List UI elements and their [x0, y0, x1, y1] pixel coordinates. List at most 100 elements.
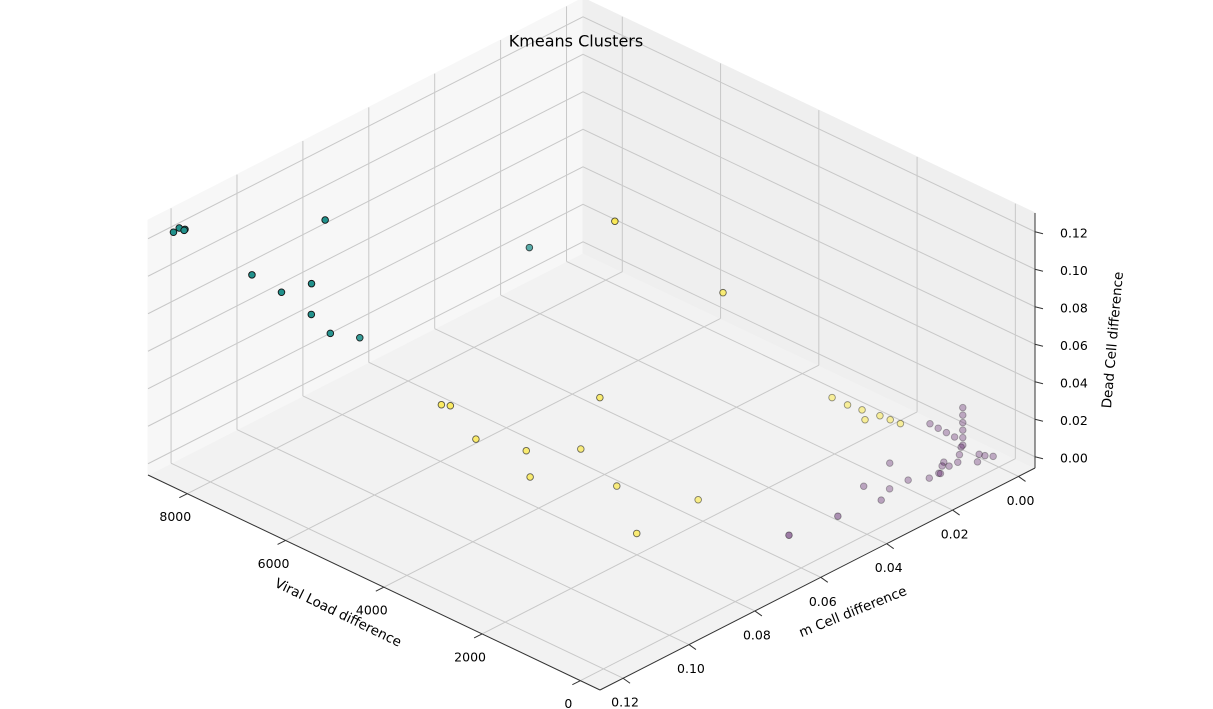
data-point [719, 288, 727, 297]
chart-title: Kmeans Clusters [509, 32, 643, 51]
grid-line [236, 429, 690, 646]
data-point [577, 445, 585, 453]
data-point [859, 482, 868, 491]
y-tick [1018, 476, 1026, 482]
grid-line [500, 294, 953, 511]
grid-line [434, 328, 887, 545]
x-tick-label: 8000 [159, 509, 191, 524]
data-point [940, 458, 948, 466]
grid-line [368, 361, 822, 578]
data-point [876, 412, 884, 420]
data-point [954, 458, 962, 467]
z-axis-label: Dead Cell difference [1099, 271, 1127, 409]
data-point [613, 482, 621, 490]
grid-line [481, 411, 918, 635]
data-point [886, 415, 894, 424]
data-point [926, 420, 934, 428]
x-tick-label: 4000 [356, 603, 388, 618]
y-tick-label: 0.04 [875, 560, 903, 575]
data-point [611, 217, 619, 225]
data-point [596, 393, 604, 402]
data-point [959, 411, 967, 419]
y-tick [886, 543, 894, 550]
data-point [959, 441, 967, 449]
data-point [321, 216, 329, 224]
grid-line [170, 462, 624, 679]
data-point [828, 393, 836, 402]
z-tick [1034, 306, 1044, 310]
grid-line [147, 91, 1036, 315]
data-point [934, 424, 942, 432]
data-point [834, 512, 842, 520]
y-tick [688, 644, 697, 650]
data-point [877, 496, 885, 504]
grid-line [285, 317, 721, 541]
data-point [694, 495, 702, 504]
z-tick [1034, 343, 1044, 347]
data-point [896, 419, 905, 428]
grid-line [580, 458, 1016, 682]
y-tick-label: 0.12 [611, 695, 639, 709]
data-point [307, 279, 316, 288]
z-tick [1034, 231, 1044, 235]
data-point [526, 473, 534, 481]
y-tick-label: 0.08 [743, 627, 771, 642]
x-tick [473, 633, 483, 639]
grid-line [147, 128, 1036, 352]
y-tick [754, 610, 763, 617]
data-point [942, 428, 951, 437]
data-point [975, 450, 983, 459]
data-point [843, 401, 852, 409]
x-tick-label: 0 [564, 696, 572, 709]
grid-line [147, 203, 1036, 427]
z-tick-label: 0.04 [1060, 375, 1088, 390]
z-tick-label: 0.08 [1060, 300, 1088, 315]
data-point [326, 329, 335, 338]
x-tick [375, 586, 385, 592]
y-tick [622, 677, 631, 684]
grid-line [147, 16, 1036, 240]
data-point [248, 271, 256, 279]
z-tick [1034, 268, 1044, 272]
x-tick [179, 493, 188, 499]
data-point [904, 476, 912, 484]
x-tick [277, 539, 286, 545]
data-point [632, 529, 641, 538]
axis-line [599, 467, 1036, 691]
data-point [981, 451, 989, 460]
grid-line [302, 395, 756, 612]
data-point [945, 462, 953, 470]
grid-line [147, 166, 1036, 390]
data-point [785, 531, 793, 539]
z-tick-label: 0.06 [1060, 338, 1088, 353]
z-tick-label: 0.02 [1060, 413, 1088, 428]
data-point [989, 452, 997, 461]
data-point [886, 459, 894, 467]
grid-line [147, 53, 1036, 277]
data-point [938, 462, 946, 470]
z-tick-label: 0.10 [1060, 263, 1088, 278]
data-point [957, 443, 965, 451]
data-point [959, 418, 967, 427]
left-pane [147, 0, 584, 476]
grid-line [187, 271, 623, 495]
grid-line [147, 241, 1036, 465]
data-point [959, 433, 967, 442]
data-point [959, 426, 967, 434]
data-point [277, 288, 286, 297]
y-tick-label: 0.02 [941, 527, 969, 542]
y-tick-label: 0.00 [1007, 493, 1035, 508]
x-tick [572, 680, 581, 686]
data-point [925, 474, 934, 482]
data-point [885, 485, 894, 493]
z-tick-label: 0.12 [1060, 225, 1088, 240]
data-point [959, 403, 967, 412]
data-point [472, 435, 480, 443]
y-tick-label: 0.10 [677, 661, 705, 676]
data-point [522, 446, 531, 455]
data-point [955, 450, 964, 459]
data-point [307, 310, 316, 319]
y-axis-label: m Cell difference [797, 583, 909, 641]
z-tick [1034, 381, 1044, 385]
